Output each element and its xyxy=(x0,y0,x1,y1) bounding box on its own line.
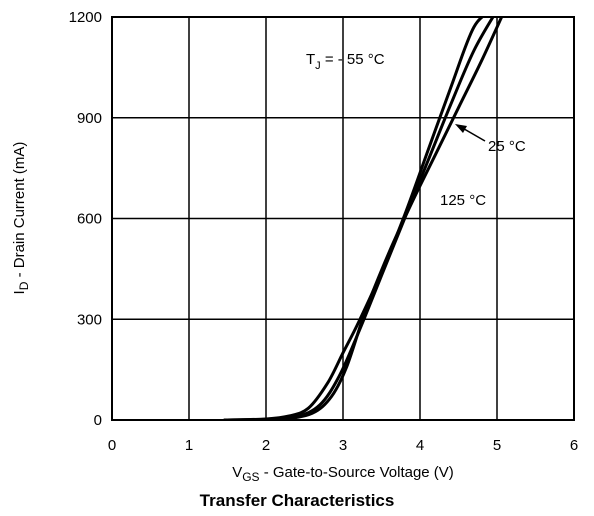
y-axis-label: ID - Drain Current (mA) xyxy=(11,142,31,295)
annotation-tj-55: TJ = - 55 °C xyxy=(306,51,385,72)
annotation-arrowhead-25 xyxy=(455,124,467,133)
x-tick-label-3: 3 xyxy=(339,437,347,454)
plot-frame xyxy=(111,16,575,421)
y-tick-labels: 0 300 600 900 1200 xyxy=(69,9,102,429)
y-tick-label-1200: 1200 xyxy=(69,9,102,26)
x-tick-label-5: 5 xyxy=(493,437,501,454)
x-tick-label-0: 0 xyxy=(108,437,116,454)
series-line-minus-55c xyxy=(223,17,485,420)
y-tick-label-900: 900 xyxy=(77,110,102,127)
x-tick-label-1: 1 xyxy=(185,437,193,454)
chart-caption: Transfer Characteristics xyxy=(199,491,395,510)
x-tick-label-6: 6 xyxy=(570,437,578,454)
y-tick-label-0: 0 xyxy=(94,412,102,429)
x-tick-label-4: 4 xyxy=(416,437,424,454)
x-axis-label: VGS - Gate-to-Source Voltage (V) xyxy=(232,464,454,484)
x-tick-labels: 0 1 2 3 4 5 6 xyxy=(108,437,578,454)
y-tick-label-600: 600 xyxy=(77,211,102,228)
series-line-125c xyxy=(235,17,504,420)
x-tick-label-2: 2 xyxy=(262,437,270,454)
curves xyxy=(223,17,504,420)
annotation-125: 125 °C xyxy=(440,192,486,209)
annotation-25: 25 °C xyxy=(488,138,526,155)
y-tick-label-300: 300 xyxy=(77,311,102,328)
grid xyxy=(112,17,574,420)
